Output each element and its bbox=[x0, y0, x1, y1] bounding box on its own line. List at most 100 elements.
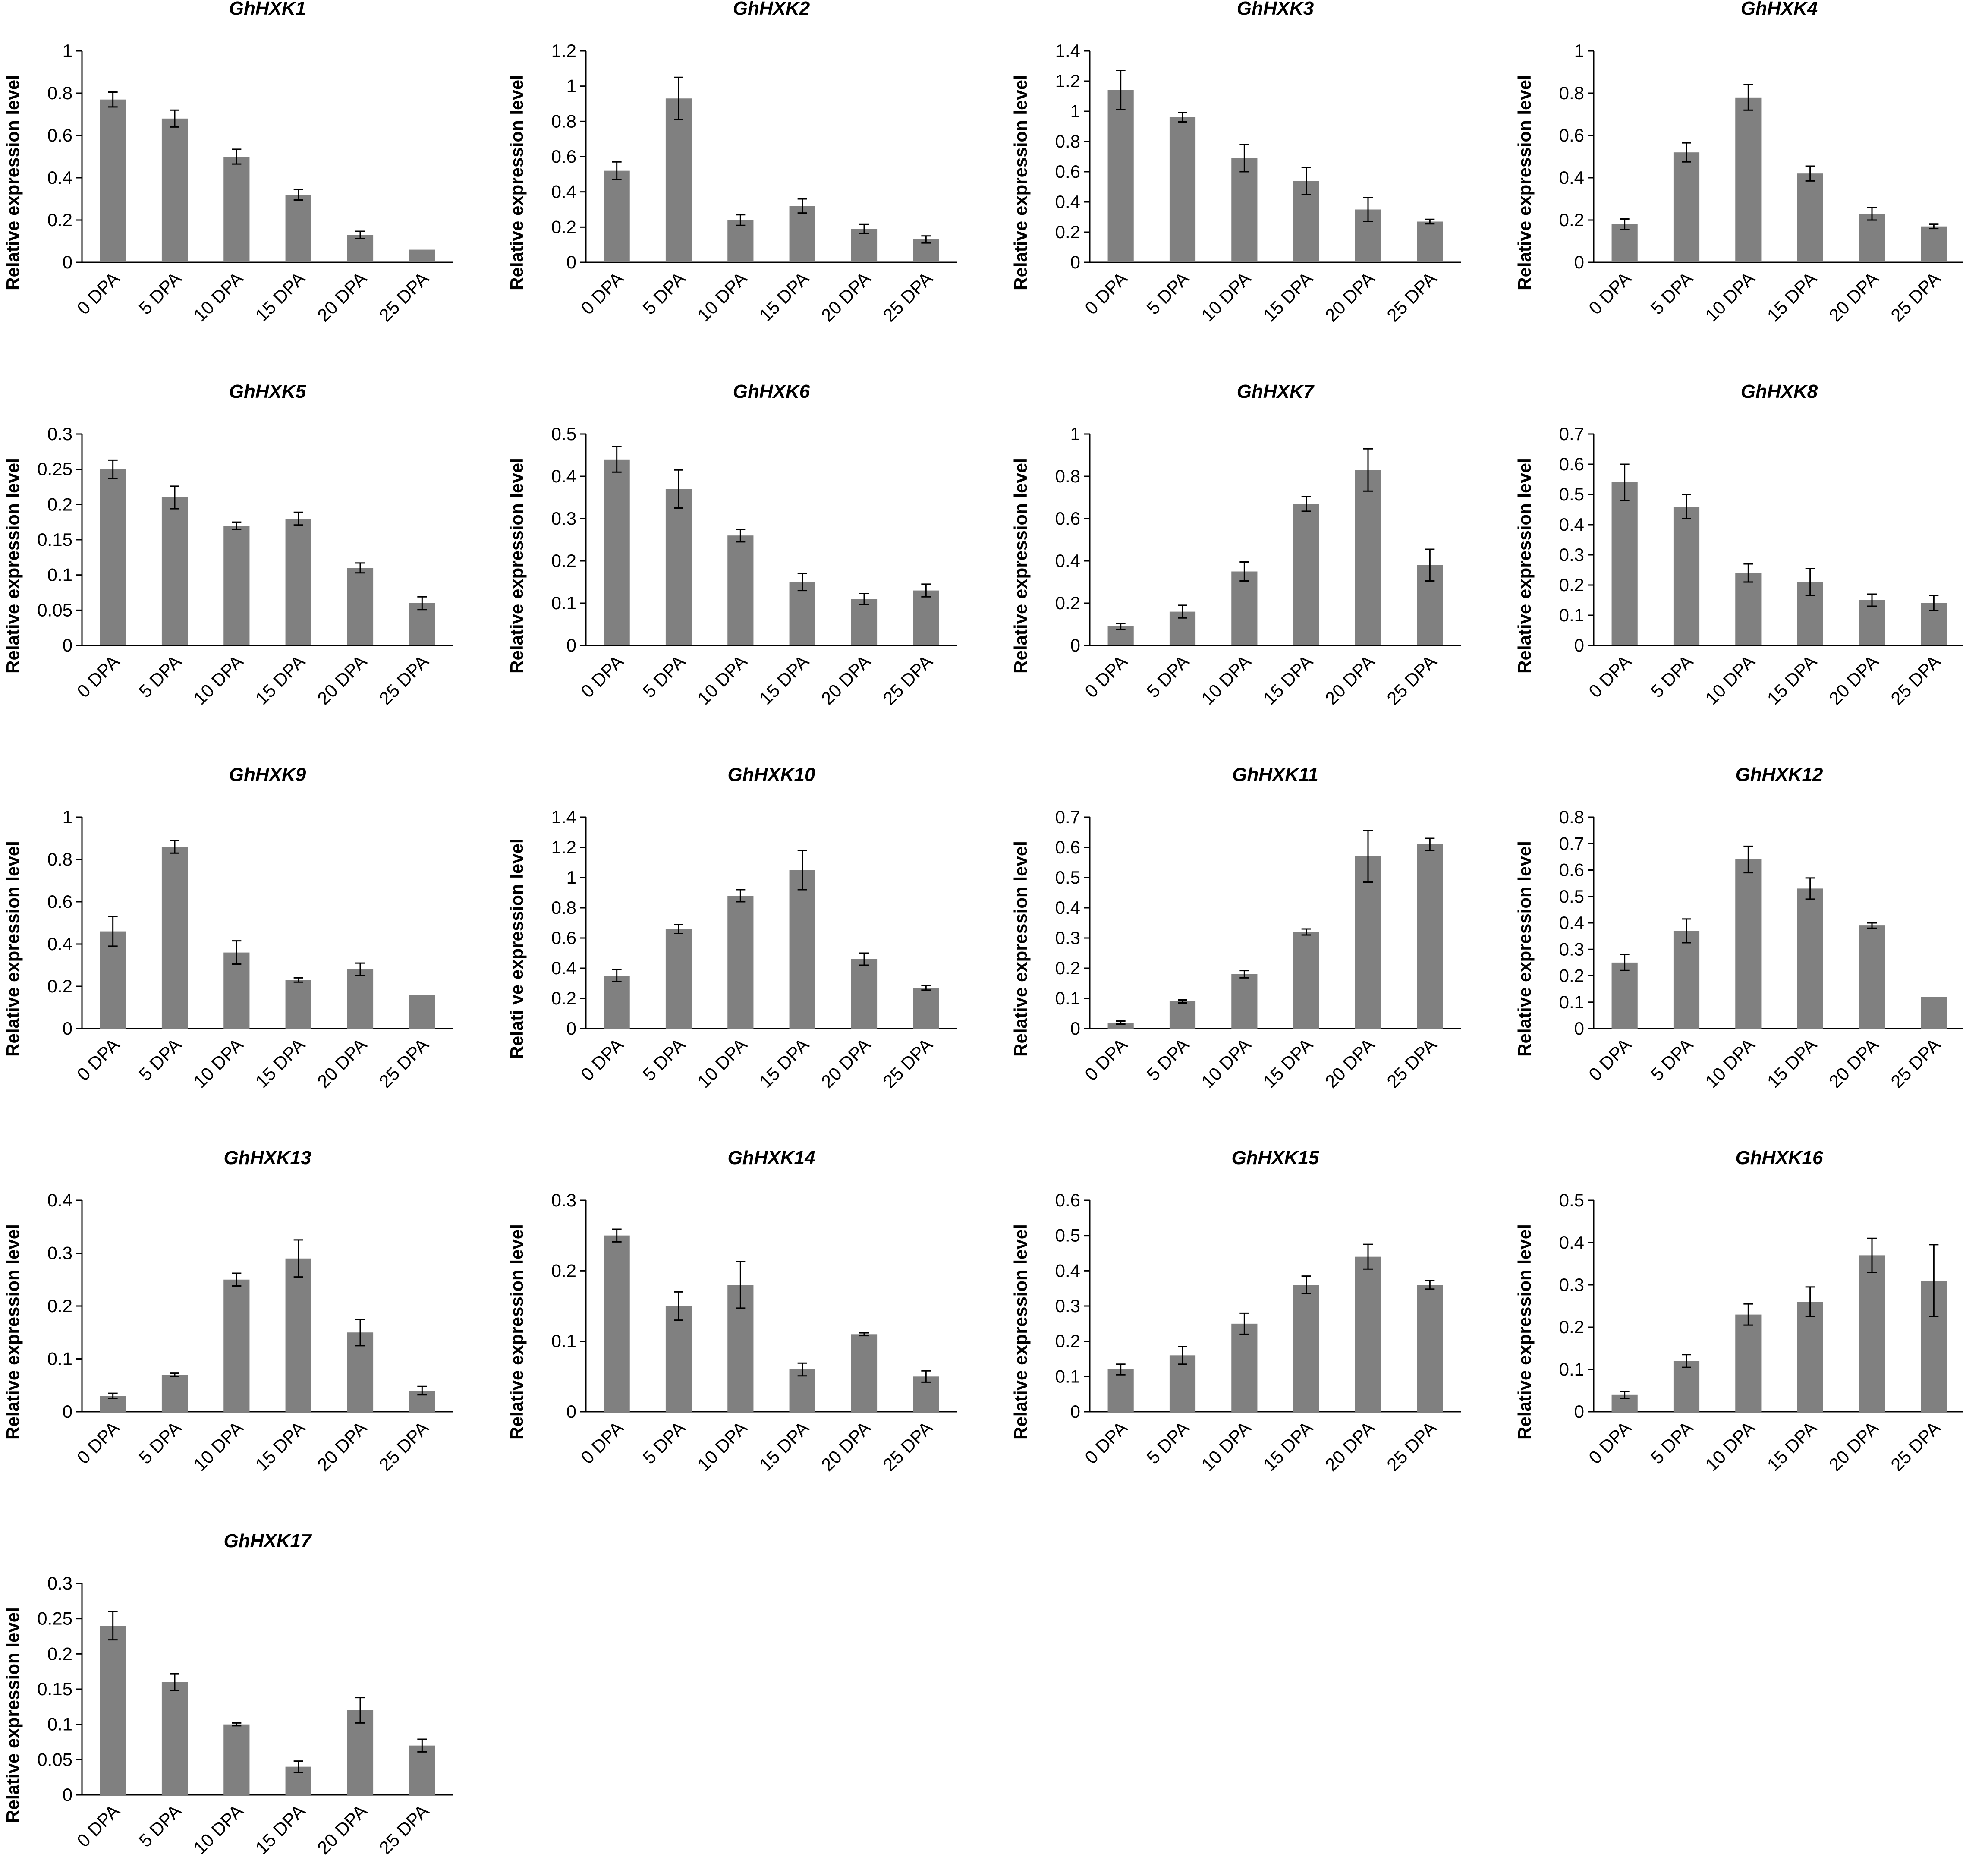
y-tick-label: 1.2 bbox=[551, 837, 576, 857]
y-tick-label: 0.4 bbox=[1559, 913, 1584, 933]
y-tick-label: 0.3 bbox=[1055, 1296, 1080, 1316]
y-tick-label: 0.5 bbox=[1559, 1190, 1584, 1210]
error-bar bbox=[1301, 1275, 1311, 1294]
x-tick-label: 20 DPA bbox=[1321, 1417, 1378, 1475]
error-bar bbox=[293, 977, 303, 983]
y-tick-label: 0.3 bbox=[47, 1573, 72, 1593]
x-tick-label: 15 DPA bbox=[1763, 1034, 1821, 1092]
y-tick-label: 1 bbox=[566, 867, 576, 888]
y-tick-label: 1.4 bbox=[1055, 41, 1080, 61]
y-axis-label: Relative expression level bbox=[1514, 1224, 1535, 1440]
x-tick-label: 15 DPA bbox=[1763, 1417, 1821, 1475]
y-tick-label: 0.8 bbox=[1055, 466, 1080, 486]
x-tick-label: 5 DPA bbox=[135, 1800, 185, 1851]
bar bbox=[1107, 1369, 1134, 1412]
error-bar bbox=[293, 189, 303, 201]
x-tick-label: 25 DPA bbox=[879, 1034, 936, 1092]
y-tick-label: 0.6 bbox=[47, 891, 72, 912]
x-tick-label: 10 DPA bbox=[693, 651, 751, 708]
y-tick-label: 0.3 bbox=[1055, 928, 1080, 948]
bar bbox=[1231, 158, 1258, 262]
chart-title: GhHXK10 bbox=[728, 764, 815, 785]
error-bar bbox=[736, 529, 746, 543]
x-tick-label: 25 DPA bbox=[879, 268, 936, 325]
x-tick-label: 10 DPA bbox=[189, 1800, 247, 1858]
bar bbox=[1797, 1302, 1823, 1412]
y-tick-label: 0.6 bbox=[1055, 837, 1080, 857]
error-bar bbox=[108, 91, 118, 108]
error-bar bbox=[417, 1738, 427, 1753]
bar bbox=[1797, 888, 1823, 1029]
y-tick-label: 0.1 bbox=[1559, 1359, 1584, 1379]
chart-title: GhHXK16 bbox=[1736, 1147, 1823, 1168]
x-tick-label: 5 DPA bbox=[135, 651, 185, 702]
x-tick-label: 0 DPA bbox=[1585, 651, 1635, 702]
error-bar bbox=[1301, 167, 1311, 195]
y-tick-label: 0.3 bbox=[47, 1243, 72, 1263]
y-tick-label: 0.6 bbox=[1559, 454, 1584, 474]
bar bbox=[727, 896, 754, 1029]
error-bar bbox=[1620, 1391, 1630, 1399]
error-bar bbox=[417, 1385, 427, 1396]
y-tick-label: 0.2 bbox=[1055, 958, 1080, 978]
x-tick-label: 25 DPA bbox=[375, 651, 432, 708]
error-bar bbox=[1363, 830, 1373, 883]
chart-title: GhHXK5 bbox=[229, 381, 306, 402]
x-tick-label: 10 DPA bbox=[189, 268, 247, 325]
y-tick-label: 0.4 bbox=[1559, 1232, 1584, 1253]
x-tick-label: 5 DPA bbox=[1142, 268, 1193, 318]
error-bar bbox=[1867, 1237, 1877, 1273]
x-tick-label: 10 DPA bbox=[1701, 1034, 1759, 1092]
chart-panel: GhHXK15 Relative expression level 0 0.1 0.2 0… bbox=[1010, 1147, 1461, 1475]
bar bbox=[161, 1682, 188, 1795]
y-tick-label: 0.6 bbox=[1055, 161, 1080, 182]
bar bbox=[665, 98, 692, 262]
y-tick-label: 0.05 bbox=[37, 600, 72, 620]
chart-title: GhHXK6 bbox=[733, 381, 810, 402]
x-tick-label: 0 DPA bbox=[73, 268, 123, 318]
bar bbox=[223, 1279, 250, 1412]
bar bbox=[409, 249, 435, 262]
x-tick-label: 10 DPA bbox=[693, 1417, 751, 1475]
chart-title: GhHXK14 bbox=[728, 1147, 815, 1168]
x-tick-label: 25 DPA bbox=[375, 1800, 432, 1858]
y-tick-label: 1 bbox=[1070, 424, 1080, 444]
error-bar bbox=[1239, 1312, 1249, 1335]
y-tick-label: 0 bbox=[63, 1018, 72, 1039]
y-tick-label: 0.1 bbox=[551, 593, 576, 613]
chart-panel: GhHXK8 Relative expression level 0 0.1 0.2 0.… bbox=[1514, 381, 1963, 709]
x-tick-label: 20 DPA bbox=[313, 1034, 371, 1092]
x-tick-label: 5 DPA bbox=[1142, 1417, 1193, 1468]
bar bbox=[1417, 221, 1443, 262]
y-tick-label: 1 bbox=[63, 807, 72, 827]
x-tick-label: 20 DPA bbox=[817, 651, 875, 708]
bar bbox=[727, 220, 754, 262]
chart-panel: GhHXK12 Relative expression level 0 0.1 0.2 0… bbox=[1514, 764, 1963, 1092]
y-tick-label: 0.1 bbox=[1055, 988, 1080, 1008]
y-tick-label: 0.3 bbox=[1559, 545, 1584, 565]
x-tick-label: 15 DPA bbox=[252, 651, 309, 708]
y-tick-label: 0.8 bbox=[1559, 83, 1584, 103]
error-bar bbox=[355, 230, 365, 239]
chart-title: GhHXK9 bbox=[229, 764, 306, 785]
error-bar bbox=[108, 1392, 118, 1399]
y-tick-label: 0.4 bbox=[1055, 1260, 1080, 1281]
x-tick-label: 25 DPA bbox=[1383, 1034, 1440, 1092]
bar bbox=[223, 157, 250, 262]
bar bbox=[1107, 1023, 1134, 1029]
bar bbox=[1169, 1001, 1196, 1029]
x-tick-label: 15 DPA bbox=[252, 1034, 309, 1092]
y-axis-label: Relative expression level bbox=[1010, 1224, 1031, 1440]
error-bar bbox=[1178, 112, 1187, 123]
x-tick-label: 5 DPA bbox=[1646, 268, 1697, 318]
x-tick-label: 10 DPA bbox=[1197, 651, 1255, 708]
error-bar bbox=[108, 459, 118, 479]
y-tick-label: 0.6 bbox=[1055, 508, 1080, 529]
y-tick-label: 0.25 bbox=[37, 1608, 72, 1629]
y-tick-label: 0 bbox=[1574, 252, 1584, 272]
x-tick-label: 0 DPA bbox=[73, 651, 123, 702]
x-tick-label: 20 DPA bbox=[313, 651, 371, 708]
bar bbox=[1611, 482, 1638, 645]
bar bbox=[223, 952, 250, 1029]
bar bbox=[161, 497, 188, 645]
